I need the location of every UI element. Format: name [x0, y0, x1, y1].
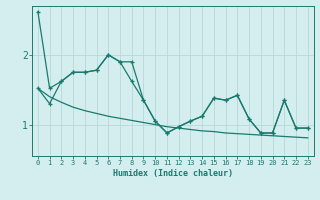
X-axis label: Humidex (Indice chaleur): Humidex (Indice chaleur) — [113, 169, 233, 178]
